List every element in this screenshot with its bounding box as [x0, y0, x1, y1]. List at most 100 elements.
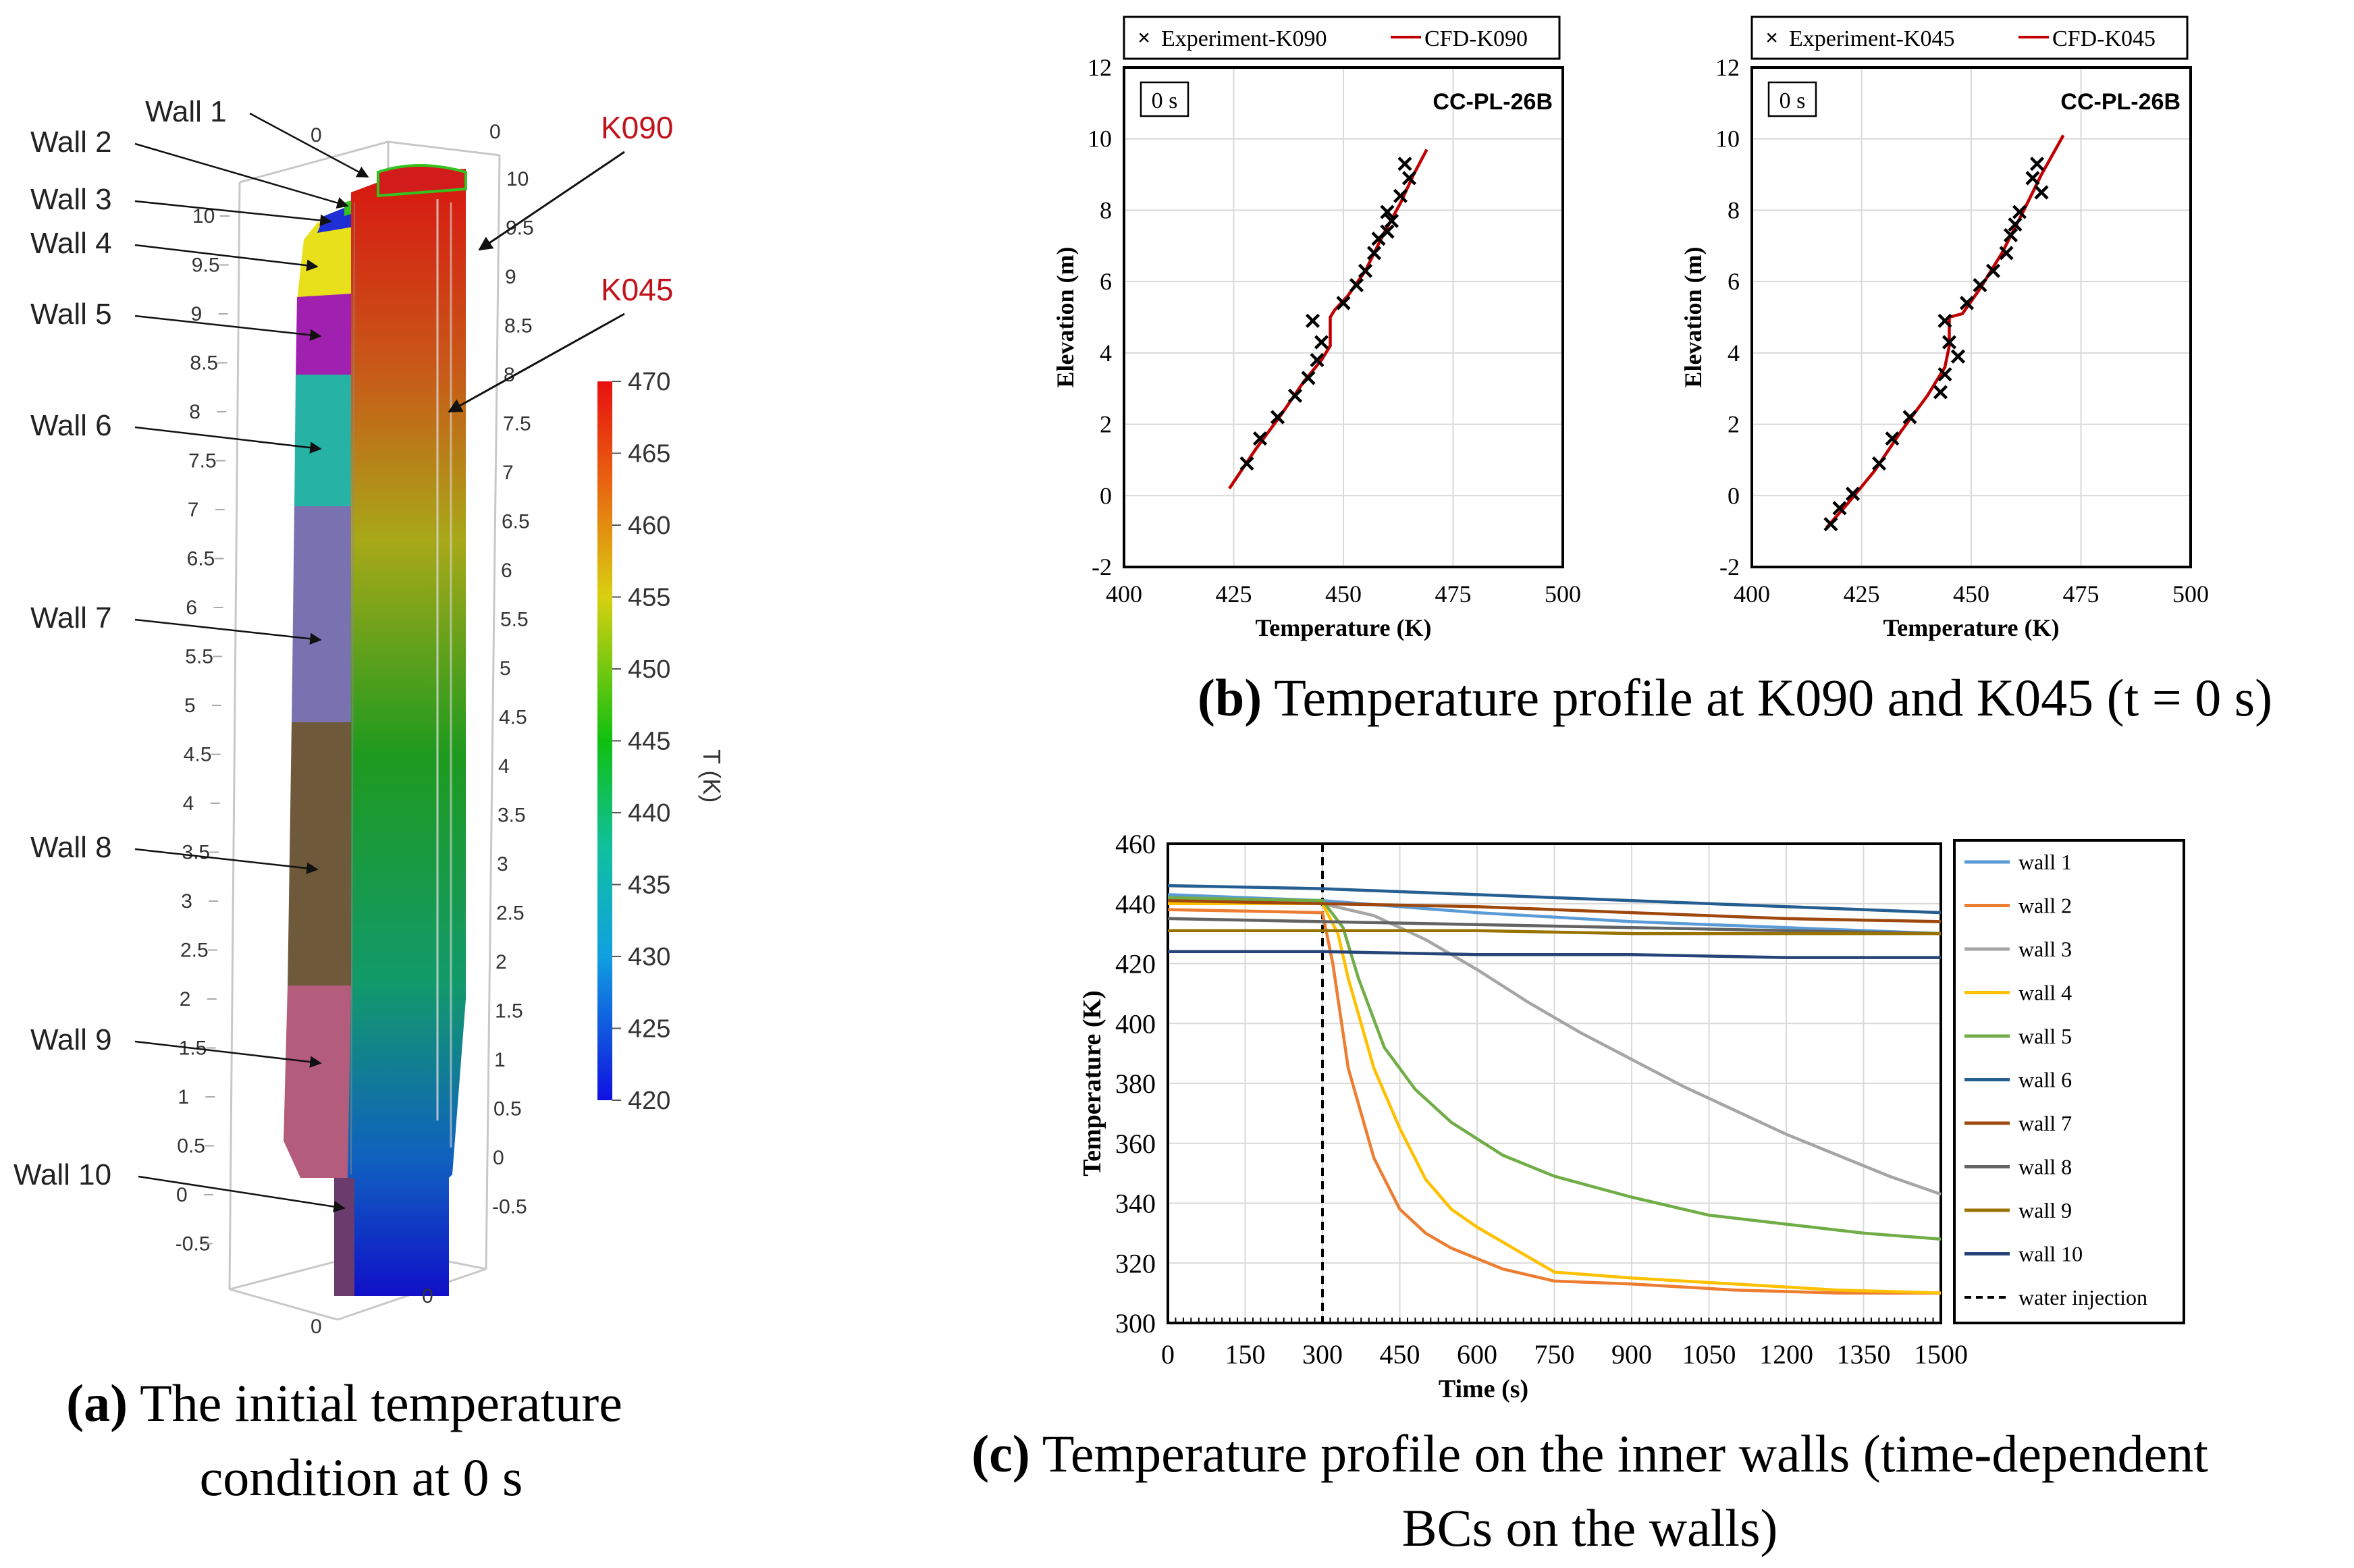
y-tick-label: 6	[1100, 268, 1112, 295]
left-axis-tick: 2.5	[180, 940, 209, 962]
time-badge-box	[1767, 81, 1817, 117]
legend-entry: CFD-K045	[2052, 26, 2156, 51]
y-tick-label: 2	[1100, 411, 1112, 438]
experiment-point	[1959, 296, 1975, 310]
y-tick-label: 6	[1728, 268, 1740, 295]
legend-entry: wall 10	[2018, 1242, 2083, 1266]
series-line-wall-5	[1167, 896, 1942, 1241]
experiment-point	[1999, 246, 2014, 261]
legend-marker-x: ×	[1138, 26, 1150, 51]
right-axis-tick: 5.5	[500, 609, 529, 631]
temperature-column	[348, 169, 466, 1296]
legend-entry: CFD-K090	[1424, 26, 1528, 51]
colorbar-tick: 470	[628, 368, 670, 396]
series-line-wall-6	[1167, 884, 1942, 915]
y-tick-label: 420	[1115, 949, 1156, 979]
right-axis-tick: 2	[496, 951, 507, 973]
series-line-wall-8	[1167, 917, 1942, 936]
y-tick-label: 400	[1115, 1008, 1156, 1039]
y-tick-label: 8	[1100, 196, 1112, 223]
series-line-wall-4	[1168, 902, 1942, 1295]
x-tick-label: 500	[1545, 580, 1581, 607]
experiment-point	[1397, 157, 1412, 171]
experiment-point	[1301, 371, 1316, 385]
wall-label: Wall 2	[30, 126, 112, 159]
y-axis-label: Temperature (K)	[1078, 990, 1106, 1176]
x-tick-label: 475	[2063, 580, 2099, 607]
right-axis-tick: 0.5	[493, 1098, 522, 1120]
wall-7-band	[292, 506, 351, 726]
y-tick-label: 4	[1100, 340, 1112, 367]
y-tick-label: 10	[1715, 126, 1740, 153]
wall-arrow	[134, 426, 322, 454]
wall-label: Wall 1	[145, 95, 227, 128]
series-line-wall-9	[1168, 929, 1941, 936]
experiment-point	[1973, 277, 1987, 293]
x-tick-label: 600	[1457, 1339, 1497, 1370]
x-tick-label: 450	[1953, 580, 1989, 607]
y-tick-label: 300	[1115, 1308, 1156, 1339]
left-axis-tick: 2	[180, 988, 191, 1010]
left-axis-tick: 4.5	[184, 744, 212, 766]
x-tick-label: 300	[1302, 1339, 1343, 1370]
colorbar-tick: 465	[628, 440, 670, 468]
x-tick-label: 1500	[1914, 1339, 1968, 1370]
experiment-point	[1336, 296, 1351, 310]
experiment-point	[1885, 431, 1900, 446]
box-zero-label-top-right: 0	[489, 121, 501, 143]
y-tick-label: 0	[1100, 482, 1112, 509]
time-badge: 0 s	[1780, 88, 1806, 113]
wall-arrow	[134, 200, 332, 227]
time-badge: 0 s	[1152, 88, 1178, 113]
right-axis-tick: 3	[497, 853, 508, 875]
y-tick-label: 4	[1728, 340, 1740, 367]
wall-label: Wall 10	[14, 1158, 111, 1191]
legend-entry: wall 7	[2018, 1111, 2072, 1135]
experiment-point	[1305, 313, 1320, 328]
experiment-point	[2034, 185, 2049, 200]
wall-arrow	[134, 1040, 322, 1068]
right-axis-tick: 6.5	[502, 511, 530, 533]
x-tick-label: 400	[1734, 580, 1770, 607]
y-tick-label: 12	[1715, 54, 1740, 81]
box-zero-label-bottom-left: 0	[311, 1316, 322, 1338]
y-tick-label: 380	[1115, 1069, 1156, 1099]
y-tick-label: 320	[1115, 1248, 1156, 1278]
left-axis-tick: 9.5	[192, 254, 220, 277]
x-tick-label: 475	[1435, 580, 1472, 607]
left-axis-tick: 7.5	[188, 450, 217, 472]
series-line-wall-7	[1167, 899, 1942, 923]
wall-arrow	[138, 1175, 346, 1213]
left-axis-tick: 6	[186, 597, 197, 619]
right-axis-tick: 7.5	[503, 413, 531, 435]
left-axis-tick: 4	[183, 792, 194, 815]
chart-title: CC-PL-26B	[2060, 89, 2181, 115]
y-tick-label: 8	[1728, 196, 1740, 223]
x-axis-label: Time (s)	[1439, 1375, 1528, 1403]
wall-8-band	[288, 722, 351, 989]
legend-entry: wall 3	[2018, 937, 2072, 961]
right-axis-tick: 1.5	[495, 1000, 523, 1023]
x-tick-label: 1200	[1759, 1339, 1813, 1370]
experiment-point	[1832, 501, 1847, 516]
experiment-point	[1366, 246, 1382, 261]
box-zero-label-top-left: 0	[311, 124, 322, 146]
y-tick-label: 360	[1115, 1129, 1156, 1159]
legend-entry: wall 1	[2018, 850, 2072, 874]
probe-label-k090: K090	[601, 110, 673, 145]
right-axis-tick: -0.5	[492, 1196, 527, 1218]
plot-frame	[1123, 66, 1564, 568]
x-tick-label: 150	[1225, 1339, 1266, 1370]
right-axis-tick: 5	[500, 657, 511, 680]
experiment-point	[1902, 410, 1917, 425]
wall-arrow	[134, 315, 322, 341]
experiment-point	[2008, 217, 2023, 232]
wall-label: Wall 6	[30, 409, 112, 442]
experiment-point	[1937, 367, 1952, 382]
right-axis-tick: 7	[502, 462, 514, 484]
legend-entry: wall 9	[2018, 1198, 2072, 1222]
colorbar-tick: 455	[628, 584, 670, 612]
x-tick-label: 425	[1216, 580, 1252, 607]
right-axis-tick: 9	[505, 266, 516, 288]
